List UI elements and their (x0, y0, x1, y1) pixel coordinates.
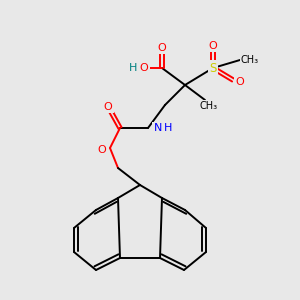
Text: S: S (209, 61, 217, 74)
Text: O: O (236, 77, 244, 87)
Text: O: O (140, 63, 148, 73)
Text: O: O (103, 102, 112, 112)
Text: N: N (154, 123, 162, 133)
Text: O: O (98, 145, 106, 155)
Text: H: H (132, 63, 140, 73)
Text: O: O (208, 41, 217, 51)
Text: CH₃: CH₃ (241, 55, 259, 65)
Text: H: H (164, 123, 172, 133)
Text: O: O (158, 43, 166, 53)
Text: H: H (129, 63, 137, 73)
Text: CH₃: CH₃ (200, 101, 218, 111)
